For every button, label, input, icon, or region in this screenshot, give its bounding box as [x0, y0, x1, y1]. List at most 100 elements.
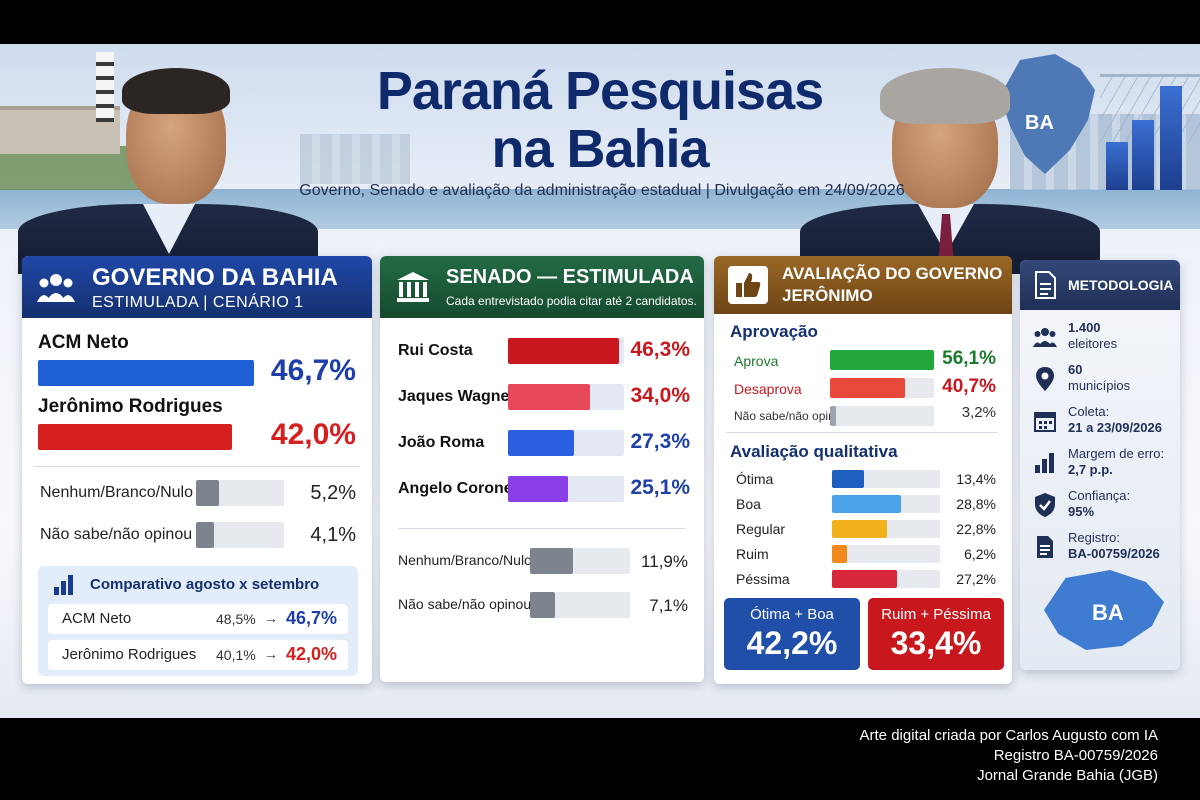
- metodologia-line-1: 1.400: [1068, 320, 1101, 335]
- qualitativa-percent: 27,2%: [956, 571, 996, 587]
- governo-header: GOVERNO DA BAHIA ESTIMULADA | CENÁRIO 1: [22, 256, 372, 318]
- metodologia-line-1: Confiança:: [1068, 488, 1131, 503]
- candidate-percent: 42,0%: [270, 418, 356, 451]
- option-label: Não sabe/não opinou: [40, 526, 193, 543]
- thumbs-up-icon: [728, 266, 768, 304]
- divider: [34, 466, 360, 467]
- option-bar-fill: [530, 592, 556, 618]
- hair: [880, 68, 1010, 124]
- hair: [122, 68, 230, 114]
- governo-panel: GOVERNO DA BAHIA ESTIMULADA | CENÁRIO 1 …: [22, 256, 372, 684]
- governo-title: GOVERNO DA BAHIA: [92, 264, 338, 291]
- aprovacao-bar-fill: [830, 350, 934, 370]
- candidate-name: Jaques Wagner: [398, 388, 516, 405]
- option-bar-fill: [196, 522, 215, 548]
- calendar-icon: [1032, 408, 1058, 434]
- aprovacao-bar-track: [830, 406, 934, 426]
- option-bar-fill: [196, 480, 219, 506]
- map-label: BA: [1092, 600, 1124, 625]
- candidate-bar-track: [508, 430, 624, 456]
- comparativo-before: 40,1%: [216, 647, 256, 663]
- ruim-pessima-value: 33,4%: [890, 625, 982, 661]
- comparativo-title: Comparativo agosto x setembro: [90, 576, 320, 593]
- candidate-bar-fill: [508, 430, 574, 456]
- candidate-bar-fill: [38, 360, 254, 386]
- location-pin-icon: [1032, 366, 1058, 392]
- candidate-percent: 46,7%: [270, 354, 356, 387]
- qualitativa-percent: 13,4%: [956, 471, 996, 487]
- otima-boa-card: Ótima + Boa 42,2%: [724, 598, 860, 670]
- document-icon: [1032, 534, 1058, 560]
- credit-line: Jornal Grande Bahia (JGB): [977, 767, 1158, 784]
- page-title: Paraná Pesquisas na Bahia: [300, 62, 900, 178]
- divider: [726, 432, 998, 433]
- qualitativa-percent: 28,8%: [956, 496, 996, 512]
- candidate-bar-fill: [508, 338, 620, 364]
- option-label: Nenhum/Branco/Nulo: [40, 484, 193, 501]
- candidate-bar-fill: [38, 424, 233, 450]
- option-bar-track: [196, 522, 284, 548]
- aprovacao-percent: 40,7%: [942, 376, 996, 397]
- letterbox-bottom: [0, 718, 1200, 800]
- bar-chart-icon: [52, 574, 76, 596]
- ruim-pessima-label: Ruim + Péssima: [881, 606, 991, 623]
- option-label: Não sabe/não opinou: [398, 596, 532, 612]
- candidate-name: Jerônimo Rodrigues: [38, 396, 223, 417]
- letterbox-top: [0, 0, 1200, 44]
- candidate-percent: 25,1%: [630, 476, 690, 499]
- people-icon: [36, 270, 76, 304]
- comparativo-after: 46,7%: [286, 608, 338, 628]
- option-percent: 4,1%: [310, 524, 356, 546]
- divider: [398, 528, 686, 529]
- credit-line: Arte digital criada por Carlos Augusto c…: [859, 727, 1158, 744]
- page-subtitle: Governo, Senado e avaliação da administr…: [299, 182, 905, 199]
- comparativo-before: 48,5%: [216, 611, 256, 627]
- metodologia-line-2: municípios: [1068, 378, 1131, 393]
- metodologia-line-1: Margem de erro:: [1068, 446, 1165, 461]
- decorative-bar: [1106, 142, 1128, 190]
- candidate-percent: 46,3%: [630, 338, 690, 361]
- lighthouse-decoration: [96, 52, 114, 122]
- qualitativa-bar-track: [832, 570, 940, 588]
- metodologia-title: METODOLOGIA: [1068, 277, 1174, 293]
- credits: Arte digital criada por Carlos Augusto c…: [860, 726, 1158, 786]
- option-bar-track: [530, 548, 630, 574]
- people-icon: [1032, 324, 1058, 350]
- credit-line: Registro BA-00759/2026: [993, 747, 1158, 764]
- aprovacao-label: Não sabe/não opinou: [734, 409, 849, 423]
- comparativo-name: ACM Neto: [62, 610, 132, 627]
- qualitativa-title: Avaliação qualitativa: [730, 442, 898, 461]
- qualitativa-bar-fill: [832, 570, 898, 588]
- avaliacao-header: AVALIAÇÃO DO GOVERNO JERÔNIMO: [714, 256, 1012, 314]
- aprovacao-bar-track: [830, 350, 934, 370]
- aprovacao-percent: 56,1%: [942, 348, 996, 369]
- document-icon: [1032, 270, 1058, 300]
- metodologia-line-1: 60: [1068, 362, 1083, 377]
- senado-header: SENADO — ESTIMULADA Cada entrevistado po…: [380, 256, 704, 318]
- option-percent: 5,2%: [310, 482, 356, 504]
- candidate-name: João Roma: [398, 434, 485, 451]
- aprovacao-title: Aprovação: [730, 322, 818, 341]
- metodologia-line-2: 95%: [1068, 504, 1095, 519]
- aprovacao-label: Aprova: [734, 353, 779, 369]
- option-bar-track: [530, 592, 630, 618]
- avaliacao-title: AVALIAÇÃO DO GOVERNO: [782, 264, 1003, 283]
- candidate-bar-track: [508, 384, 624, 410]
- senado-panel: SENADO — ESTIMULADA Cada entrevistado po…: [380, 256, 704, 682]
- tie: [938, 214, 954, 266]
- metodologia-line-2: eleitores: [1068, 336, 1118, 351]
- candidate-name: ACM Neto: [38, 332, 129, 353]
- avaliacao-title-line-2: JERÔNIMO: [782, 286, 873, 305]
- comparativo-after: 42,0%: [286, 644, 338, 664]
- comparativo-row: Jerônimo Rodrigues 40,1% → 42,0%: [48, 640, 348, 670]
- candidate-bar-track: [508, 338, 624, 364]
- aprovacao-percent: 3,2%: [961, 404, 996, 421]
- option-bar-fill: [530, 548, 573, 574]
- comparativo-box: Comparativo agosto x setembro ACM Neto 4…: [38, 566, 358, 676]
- metodologia-line-2: 2,7 p.p.: [1068, 462, 1113, 477]
- otima-boa-value: 42,2%: [746, 625, 838, 661]
- comparativo-row: ACM Neto 48,5% → 46,7%: [48, 604, 348, 634]
- arrow-right-icon: →: [264, 610, 278, 626]
- candidate-percent: 27,3%: [630, 430, 690, 453]
- option-label: Nenhum/Branco/Nulo: [398, 552, 532, 568]
